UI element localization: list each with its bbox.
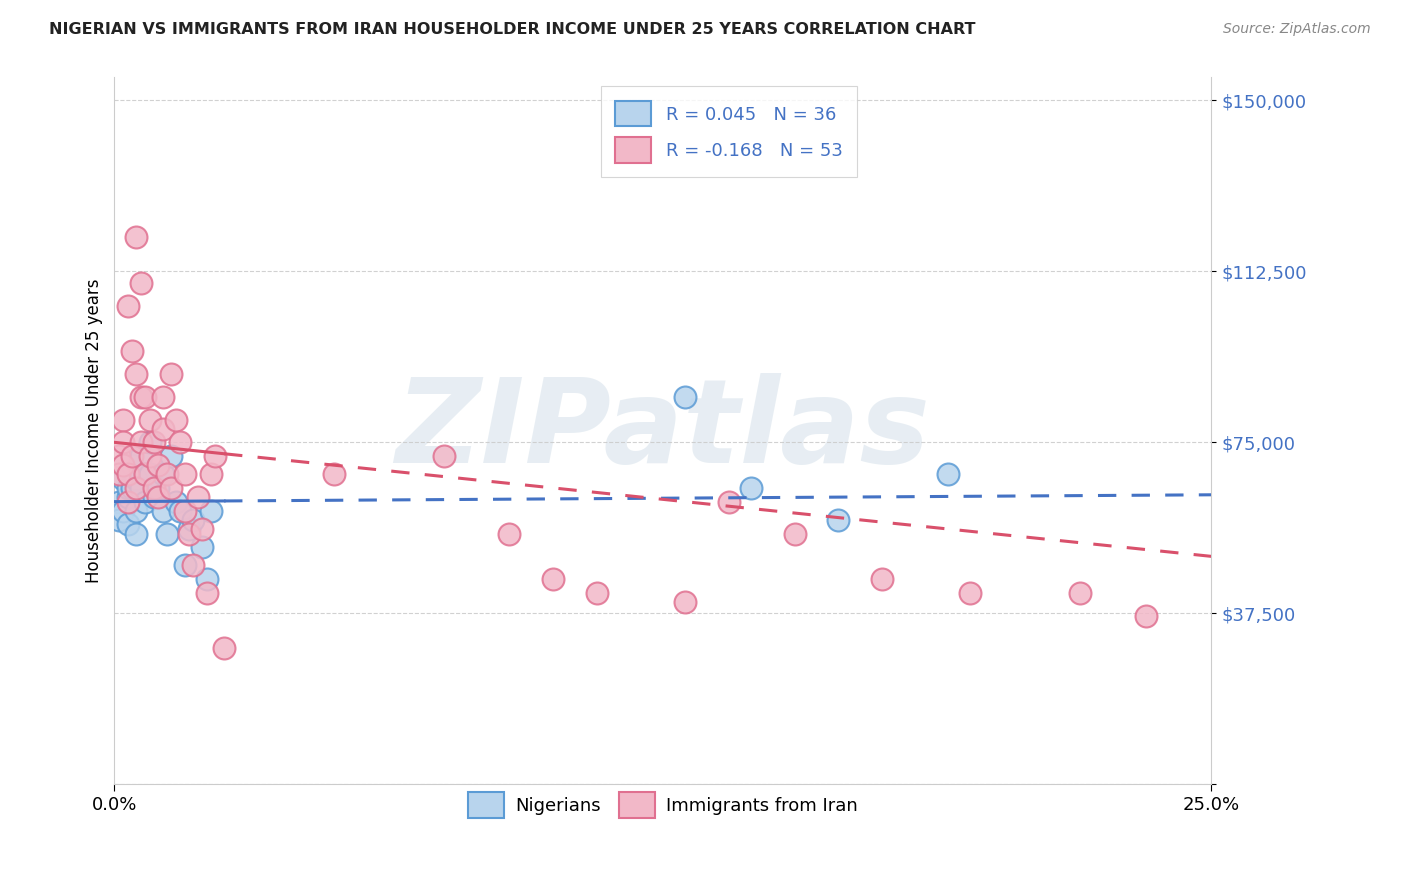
Point: [717, 494, 740, 508]
Point: [936, 467, 959, 482]
Point: [142, 490, 165, 504]
Point: [117, 494, 139, 508]
Point: [138, 449, 160, 463]
Point: [129, 481, 152, 495]
Point: [138, 467, 160, 482]
Text: ZIPatlas: ZIPatlas: [395, 374, 931, 489]
Y-axis label: Householder Income Under 25 years: Householder Income Under 25 years: [86, 278, 103, 583]
Point: [107, 513, 129, 527]
Point: [117, 490, 139, 504]
Point: [134, 390, 156, 404]
Point: [129, 449, 152, 463]
Point: [107, 449, 129, 463]
Point: [169, 435, 191, 450]
Point: [160, 481, 183, 495]
Point: [160, 367, 183, 381]
Point: [117, 481, 139, 495]
Point: [138, 435, 160, 450]
Point: [173, 467, 195, 482]
Point: [183, 558, 205, 573]
Point: [112, 472, 135, 486]
Point: [1069, 586, 1091, 600]
Point: [673, 595, 696, 609]
Point: [191, 522, 214, 536]
Point: [129, 390, 152, 404]
Point: [152, 422, 174, 436]
Point: [160, 449, 183, 463]
Text: Source: ZipAtlas.com: Source: ZipAtlas.com: [1223, 22, 1371, 37]
Point: [432, 449, 454, 463]
Point: [112, 412, 135, 426]
Point: [212, 640, 235, 655]
Point: [148, 458, 170, 472]
Point: [125, 367, 148, 381]
Point: [107, 494, 129, 508]
Point: [148, 490, 170, 504]
Point: [740, 481, 762, 495]
Point: [191, 541, 214, 555]
Point: [125, 230, 148, 244]
Point: [152, 390, 174, 404]
Point: [148, 481, 170, 495]
Point: [165, 494, 187, 508]
Point: [156, 467, 179, 482]
Point: [204, 449, 226, 463]
Point: [177, 522, 200, 536]
Point: [827, 513, 849, 527]
Point: [872, 572, 894, 586]
Point: [586, 586, 609, 600]
Point: [152, 467, 174, 482]
Point: [121, 344, 143, 359]
Point: [121, 458, 143, 472]
Point: [165, 412, 187, 426]
Point: [200, 504, 222, 518]
Point: [1135, 608, 1157, 623]
Point: [125, 472, 148, 486]
Point: [121, 449, 143, 463]
Point: [142, 481, 165, 495]
Point: [169, 504, 191, 518]
Point: [129, 276, 152, 290]
Point: [112, 504, 135, 518]
Point: [107, 467, 129, 482]
Point: [117, 467, 139, 482]
Text: NIGERIAN VS IMMIGRANTS FROM IRAN HOUSEHOLDER INCOME UNDER 25 YEARS CORRELATION C: NIGERIAN VS IMMIGRANTS FROM IRAN HOUSEHO…: [49, 22, 976, 37]
Point: [959, 586, 981, 600]
Point: [187, 490, 209, 504]
Point: [673, 390, 696, 404]
Point: [125, 526, 148, 541]
Point: [541, 572, 564, 586]
Point: [129, 435, 152, 450]
Point: [112, 458, 135, 472]
Point: [134, 467, 156, 482]
Point: [195, 586, 218, 600]
Point: [195, 572, 218, 586]
Point: [142, 435, 165, 450]
Point: [173, 504, 195, 518]
Point: [112, 435, 135, 450]
Point: [117, 517, 139, 532]
Point: [498, 526, 520, 541]
Point: [138, 412, 160, 426]
Point: [134, 494, 156, 508]
Point: [152, 504, 174, 518]
Point: [156, 526, 179, 541]
Point: [125, 504, 148, 518]
Point: [173, 558, 195, 573]
Point: [200, 467, 222, 482]
Point: [177, 526, 200, 541]
Point: [125, 481, 148, 495]
Point: [134, 467, 156, 482]
Point: [117, 298, 139, 312]
Point: [183, 513, 205, 527]
Legend: Nigerians, Immigrants from Iran: Nigerians, Immigrants from Iran: [461, 785, 865, 825]
Point: [783, 526, 806, 541]
Point: [121, 481, 143, 495]
Point: [322, 467, 344, 482]
